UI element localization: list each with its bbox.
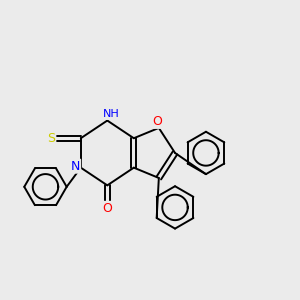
Text: O: O [152, 115, 162, 128]
Text: O: O [102, 202, 112, 215]
Text: S: S [47, 132, 56, 145]
Text: N: N [71, 160, 80, 173]
Text: NH: NH [103, 109, 119, 119]
